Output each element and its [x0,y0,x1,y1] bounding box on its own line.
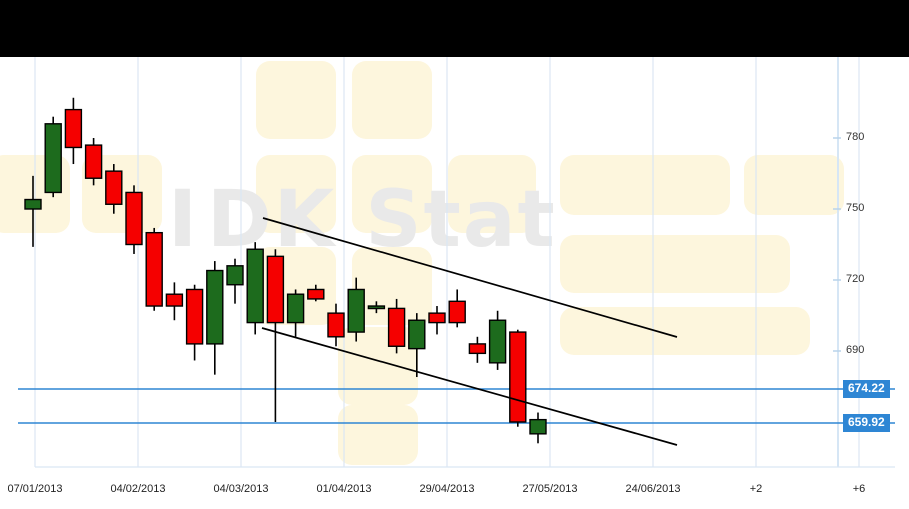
price-level-tag[interactable]: 674.22 [843,380,890,398]
x-axis-tick-label: 04/02/2013 [110,483,166,495]
candle-body [64,108,83,149]
candle-body [145,231,163,307]
candle-body [206,269,224,345]
candle-body [488,319,507,364]
candlestick [347,277,365,342]
candle-body [367,305,386,310]
candlestick [408,313,426,378]
x-axis-tick-label: 07/01/2013 [7,483,63,495]
candle-body [185,288,204,345]
candlestick [488,310,507,370]
price-level-tag[interactable]: 659.92 [843,414,890,432]
candle-body [105,170,123,205]
candle-body [84,144,103,179]
x-axis-tick-label: 01/04/2013 [316,483,372,495]
candlestick [468,336,487,363]
trendline-upper-resistance [262,217,678,338]
candlestick [327,303,345,347]
y-axis-tick-label: 780 [846,131,865,143]
x-axis-tick-label: +6 [852,483,866,495]
candlestick [185,284,204,361]
candlestick [206,261,224,375]
candle-body [448,300,466,324]
candle-body [226,265,244,286]
candlestick [125,185,143,254]
candle-body [428,312,446,324]
candlestick [266,249,285,422]
candlestick [509,329,527,427]
candle-body [387,307,406,347]
candlestick [307,284,325,302]
y-axis-tick-label: 720 [846,273,865,285]
candle-body [327,312,345,338]
x-axis-tick-label: +2 [749,483,763,495]
candlestick [529,412,547,444]
price-level-lines-group [18,388,895,424]
candlestick [387,298,406,354]
chart-canvas [18,57,895,468]
y-axis-tick-label: 750 [846,202,865,214]
candle-body [408,319,426,350]
x-axis-tick-label: 27/05/2013 [522,483,578,495]
candlestick [24,175,42,247]
candlestick [246,242,264,335]
candlestick [105,164,123,214]
candlestick [226,258,244,304]
y-tickmarks-group [833,137,841,352]
candle-body [286,293,305,324]
letterbox-top-bar [0,0,909,57]
candlestick [428,306,446,335]
chart-plot-area: IDK Stat 780 750 720 690 674.22 659.92 07/01… [0,57,909,509]
candlestick [367,301,386,314]
candle-body [509,331,527,423]
candlestick [84,138,103,186]
candlestick [64,97,83,165]
x-axis-tick-label: 29/04/2013 [419,483,475,495]
candle-body [165,293,184,307]
candlestick [448,289,466,328]
candle-body [266,255,285,324]
candle-body [307,288,325,300]
y-axis-tick-label: 690 [846,344,865,356]
candle-body [125,191,143,246]
candle-body [529,418,547,435]
candle-body [44,123,62,194]
candle-body [24,198,42,210]
x-axis-tick-label: 24/06/2013 [625,483,681,495]
gridlines-group [34,57,895,468]
candlestick [44,116,62,198]
candle-body [347,288,365,333]
candlestick [145,227,163,311]
x-axis-tick-label: 04/03/2013 [213,483,269,495]
candlestick [286,289,305,337]
candle-body [468,343,487,355]
trendlines-group [261,217,678,446]
candles-group [24,97,547,444]
candlestick [165,282,184,321]
candle-body [246,248,264,324]
trendline-lower-support [261,327,678,446]
